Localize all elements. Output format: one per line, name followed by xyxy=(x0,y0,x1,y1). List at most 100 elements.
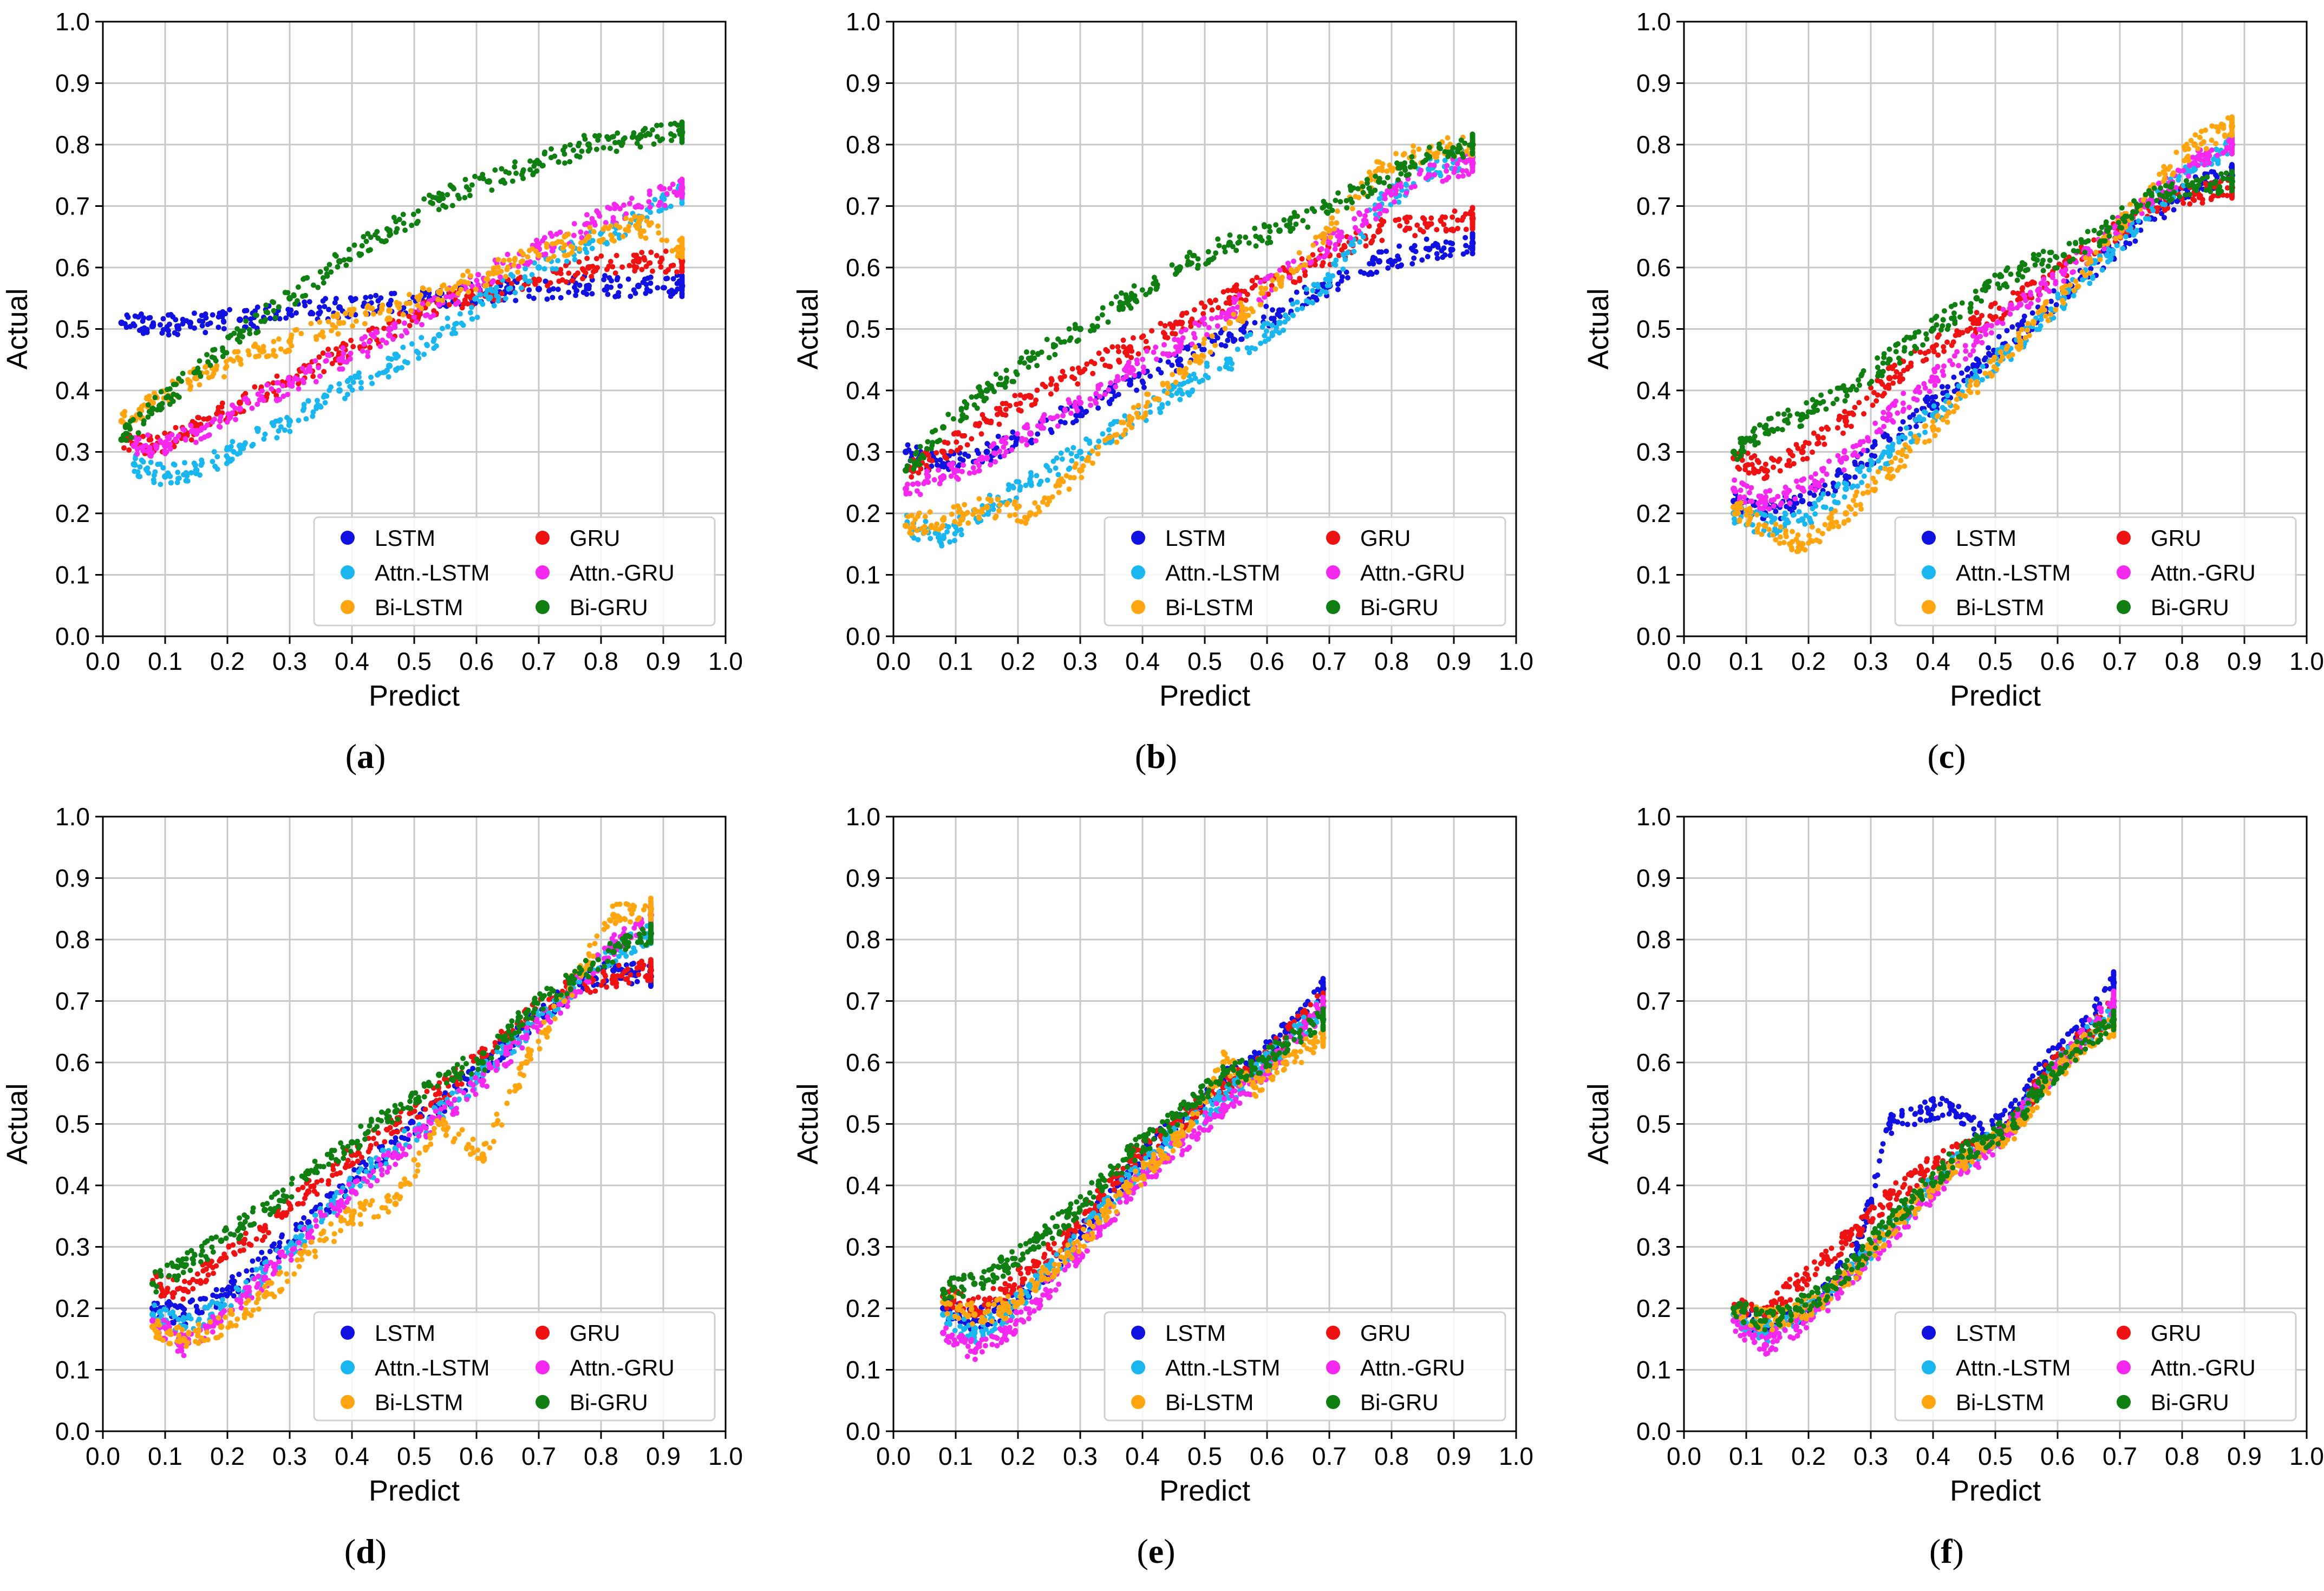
data-point xyxy=(566,289,572,295)
data-point xyxy=(955,431,961,437)
data-point xyxy=(386,374,391,380)
data-point xyxy=(134,451,140,457)
data-point xyxy=(1075,381,1081,387)
data-point xyxy=(584,212,590,218)
data-point xyxy=(903,522,909,529)
data-point xyxy=(1258,285,1264,291)
data-point xyxy=(188,470,194,476)
data-point xyxy=(1003,435,1009,441)
data-point xyxy=(579,148,585,154)
data-point xyxy=(1395,264,1401,270)
data-point xyxy=(2001,312,2007,318)
data-point xyxy=(390,336,396,342)
data-point xyxy=(1347,235,1353,241)
data-point xyxy=(383,238,389,244)
data-point xyxy=(446,302,452,308)
data-point xyxy=(957,445,963,451)
data-point xyxy=(1131,367,1137,373)
data-point xyxy=(654,134,660,140)
data-point xyxy=(1900,419,1906,425)
data-point xyxy=(1181,380,1187,386)
data-point xyxy=(247,331,253,337)
data-point xyxy=(1190,387,1196,393)
data-point xyxy=(1258,302,1264,308)
data-point xyxy=(679,136,685,142)
data-point xyxy=(1432,172,1438,178)
data-point xyxy=(1005,500,1011,506)
data-point xyxy=(326,307,332,312)
data-point xyxy=(1058,450,1064,456)
data-point xyxy=(970,511,976,517)
x-tick-label: 0.6 xyxy=(2040,647,2075,675)
data-point xyxy=(2051,288,2057,294)
data-point xyxy=(1179,319,1185,325)
data-point xyxy=(196,415,202,421)
data-point xyxy=(1968,325,1974,331)
data-point xyxy=(668,204,674,210)
data-point xyxy=(603,220,609,226)
data-point xyxy=(914,488,920,494)
data-point xyxy=(615,275,621,281)
data-point xyxy=(558,239,564,245)
data-point xyxy=(1225,337,1231,343)
data-point xyxy=(1448,149,1454,155)
data-point xyxy=(1212,342,1218,348)
data-point xyxy=(1791,505,1797,511)
data-point xyxy=(179,378,185,384)
data-point xyxy=(288,307,294,313)
data-point xyxy=(1233,296,1239,302)
data-point xyxy=(567,142,573,148)
data-point xyxy=(506,286,512,292)
data-point xyxy=(1271,316,1277,322)
data-point xyxy=(1464,148,1470,154)
data-point xyxy=(1852,474,1858,480)
data-point xyxy=(128,434,134,440)
data-point xyxy=(1129,425,1135,431)
x-tick-label: 0.5 xyxy=(1187,647,1222,675)
data-point xyxy=(675,122,681,128)
data-point xyxy=(969,436,975,442)
data-point xyxy=(277,396,283,402)
data-point xyxy=(465,289,471,295)
data-point xyxy=(1986,345,1992,351)
data-point xyxy=(150,320,156,326)
data-point xyxy=(1412,243,1418,249)
data-point xyxy=(1192,375,1198,381)
data-point xyxy=(393,229,399,235)
data-point xyxy=(589,216,595,221)
data-point xyxy=(638,233,644,239)
data-point xyxy=(172,462,178,468)
data-point xyxy=(923,529,929,534)
data-point xyxy=(587,225,593,231)
data-point xyxy=(1426,145,1432,151)
data-point xyxy=(1320,239,1326,245)
data-point xyxy=(1355,186,1361,192)
data-point xyxy=(1384,168,1390,174)
data-point xyxy=(1262,332,1268,338)
data-point xyxy=(1326,227,1333,234)
data-point xyxy=(1324,210,1330,216)
data-point xyxy=(1335,286,1341,292)
data-point xyxy=(366,327,372,333)
data-point xyxy=(1200,341,1206,347)
data-point xyxy=(1402,216,1408,221)
legend-label: LSTM xyxy=(375,525,435,551)
data-point xyxy=(984,441,990,447)
data-point xyxy=(1151,275,1157,281)
y-tick-label: 0.7 xyxy=(846,192,880,220)
data-point xyxy=(574,288,580,294)
data-point xyxy=(160,465,166,471)
data-point xyxy=(518,249,524,255)
data-point xyxy=(1419,257,1425,263)
data-point xyxy=(1794,500,1800,506)
data-point xyxy=(623,211,629,217)
data-point xyxy=(621,202,627,208)
data-point xyxy=(1462,140,1468,146)
x-tick-label: 0.7 xyxy=(1312,647,1347,675)
data-point xyxy=(1139,378,1145,384)
data-point xyxy=(1135,351,1141,357)
data-point xyxy=(1276,319,1283,327)
data-point xyxy=(1800,456,1806,462)
data-point xyxy=(946,461,952,467)
data-point xyxy=(1165,400,1171,406)
